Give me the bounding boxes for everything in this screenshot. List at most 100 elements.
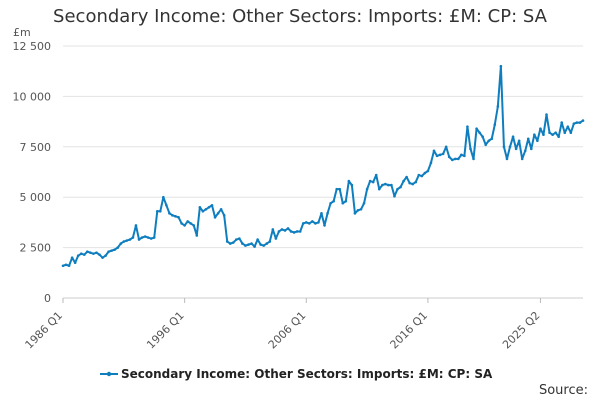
data-point[interactable] <box>222 214 226 217</box>
data-point[interactable] <box>189 222 193 225</box>
data-point[interactable] <box>265 242 269 245</box>
data-point[interactable] <box>353 212 357 215</box>
data-point[interactable] <box>539 127 542 130</box>
data-point[interactable] <box>165 203 168 207</box>
data-point[interactable] <box>533 133 536 136</box>
data-point[interactable] <box>168 212 171 215</box>
data-point[interactable] <box>292 231 296 234</box>
data-point[interactable] <box>405 175 408 179</box>
data-point[interactable] <box>429 161 433 165</box>
data-point[interactable] <box>134 224 138 227</box>
data-point[interactable] <box>578 121 582 124</box>
data-point[interactable] <box>137 238 141 241</box>
data-point[interactable] <box>152 236 156 239</box>
data-point[interactable] <box>116 246 120 249</box>
data-point[interactable] <box>438 153 442 157</box>
data-point[interactable] <box>542 133 545 136</box>
data-point[interactable] <box>426 169 430 173</box>
data-point[interactable] <box>201 210 205 213</box>
data-point[interactable] <box>408 181 411 185</box>
data-point[interactable] <box>98 253 101 256</box>
data-point[interactable] <box>560 121 564 124</box>
data-point[interactable] <box>235 238 238 241</box>
data-point[interactable] <box>92 252 95 255</box>
data-point[interactable] <box>399 185 402 189</box>
data-point[interactable] <box>268 240 272 243</box>
data-point[interactable] <box>122 240 126 243</box>
data-point[interactable] <box>146 236 150 239</box>
data-point[interactable] <box>526 137 530 141</box>
data-point[interactable] <box>259 243 262 246</box>
data-point[interactable] <box>444 145 448 149</box>
data-point[interactable] <box>362 201 366 205</box>
data-point[interactable] <box>104 254 107 257</box>
data-point[interactable] <box>457 157 460 161</box>
data-point[interactable] <box>286 227 290 230</box>
data-point[interactable] <box>113 248 116 251</box>
data-point[interactable] <box>435 154 439 158</box>
data-point[interactable] <box>247 243 250 246</box>
data-point[interactable] <box>76 254 80 257</box>
data-point[interactable] <box>180 222 183 225</box>
data-point[interactable] <box>95 251 98 254</box>
data-point[interactable] <box>326 212 329 215</box>
data-point[interactable] <box>314 222 317 225</box>
data-point[interactable] <box>89 251 92 254</box>
data-point[interactable] <box>350 183 354 187</box>
data-point[interactable] <box>277 230 281 233</box>
data-point[interactable] <box>262 244 266 247</box>
data-point[interactable] <box>186 220 189 223</box>
data-point[interactable] <box>317 221 320 224</box>
data-point[interactable] <box>155 210 159 213</box>
data-point[interactable] <box>86 250 89 253</box>
data-point[interactable] <box>311 220 314 223</box>
data-point[interactable] <box>393 194 396 198</box>
data-point[interactable] <box>368 179 372 183</box>
data-point[interactable] <box>67 264 71 268</box>
data-point[interactable] <box>320 212 323 215</box>
data-point[interactable] <box>295 230 299 233</box>
data-point[interactable] <box>119 242 123 245</box>
data-point[interactable] <box>359 208 363 211</box>
data-point[interactable] <box>271 228 275 231</box>
data-point[interactable] <box>414 180 418 184</box>
data-point[interactable] <box>450 158 454 162</box>
data-point[interactable] <box>225 240 229 243</box>
data-point[interactable] <box>569 131 573 134</box>
data-point[interactable] <box>420 174 424 178</box>
data-point[interactable] <box>198 205 202 209</box>
data-point[interactable] <box>463 154 466 158</box>
data-point[interactable] <box>298 230 302 233</box>
data-point[interactable] <box>347 179 351 183</box>
data-point[interactable] <box>551 133 554 136</box>
data-point[interactable] <box>377 187 381 191</box>
data-point[interactable] <box>64 263 68 267</box>
data-point[interactable] <box>523 149 527 153</box>
data-point[interactable] <box>563 131 567 134</box>
data-point[interactable] <box>128 238 132 241</box>
data-point[interactable] <box>447 155 451 159</box>
data-point[interactable] <box>213 216 217 219</box>
data-point[interactable] <box>481 135 484 139</box>
data-point[interactable] <box>174 215 177 218</box>
legend[interactable]: Secondary Income: Other Sectors: Imports… <box>100 367 493 381</box>
data-point[interactable] <box>101 256 104 259</box>
data-point[interactable] <box>396 187 399 191</box>
data-point[interactable] <box>110 249 113 252</box>
data-point[interactable] <box>283 229 287 232</box>
data-point[interactable] <box>192 224 196 227</box>
data-point[interactable] <box>79 252 83 255</box>
data-point[interactable] <box>496 105 500 108</box>
data-point[interactable] <box>323 224 326 227</box>
data-point[interactable] <box>460 153 463 157</box>
data-point[interactable] <box>228 242 232 245</box>
data-point[interactable] <box>356 209 360 212</box>
data-point[interactable] <box>140 236 144 239</box>
data-point[interactable] <box>210 203 214 207</box>
data-point[interactable] <box>536 139 539 143</box>
data-point[interactable] <box>338 187 342 191</box>
data-point[interactable] <box>329 201 332 205</box>
data-point[interactable] <box>159 210 162 213</box>
data-point[interactable] <box>162 195 165 199</box>
data-point[interactable] <box>219 208 223 211</box>
